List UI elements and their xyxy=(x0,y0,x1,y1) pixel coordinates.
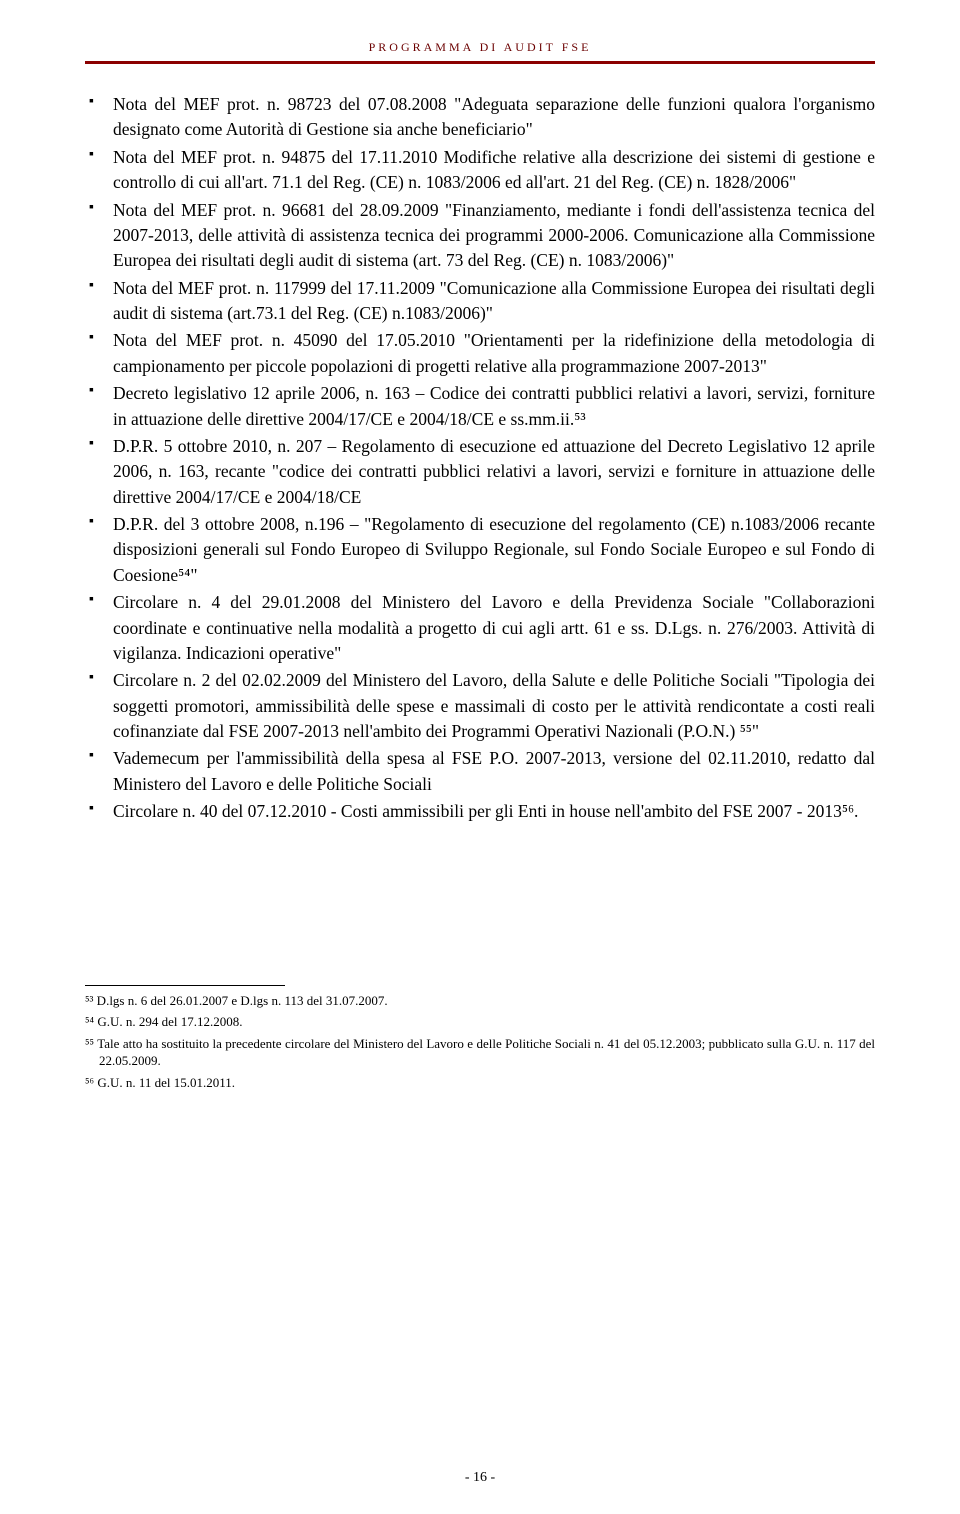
header-rule xyxy=(85,61,875,64)
list-item: Nota del MEF prot. n. 96681 del 28.09.20… xyxy=(85,198,875,274)
list-item: Vademecum per l'ammissibilità della spes… xyxy=(85,746,875,797)
list-item: Circolare n. 4 del 29.01.2008 del Minist… xyxy=(85,590,875,666)
list-item: Nota del MEF prot. n. 45090 del 17.05.20… xyxy=(85,328,875,379)
footnotes: ⁵³ D.lgs n. 6 del 26.01.2007 e D.lgs n. … xyxy=(85,992,875,1092)
footnote-separator xyxy=(85,985,285,986)
page-header: PROGRAMMA DI AUDIT FSE xyxy=(85,40,875,55)
list-item: D.P.R. 5 ottobre 2010, n. 207 – Regolame… xyxy=(85,434,875,510)
list-item: Circolare n. 2 del 02.02.2009 del Minist… xyxy=(85,668,875,744)
footnote: ⁵⁵ Tale atto ha sostituito la precedente… xyxy=(85,1035,875,1070)
footnote: ⁵⁶ G.U. n. 11 del 15.01.2011. xyxy=(85,1074,875,1092)
list-item: Nota del MEF prot. n. 94875 del 17.11.20… xyxy=(85,145,875,196)
list-item: Nota del MEF prot. n. 117999 del 17.11.2… xyxy=(85,276,875,327)
bullet-list: Nota del MEF prot. n. 98723 del 07.08.20… xyxy=(85,92,875,825)
list-item: Nota del MEF prot. n. 98723 del 07.08.20… xyxy=(85,92,875,143)
list-item: D.P.R. del 3 ottobre 2008, n.196 – "Rego… xyxy=(85,512,875,588)
page-number: - 16 - xyxy=(0,1470,960,1486)
footnote: ⁵⁴ G.U. n. 294 del 17.12.2008. xyxy=(85,1013,875,1031)
list-item: Circolare n. 40 del 07.12.2010 - Costi a… xyxy=(85,799,875,824)
list-item: Decreto legislativo 12 aprile 2006, n. 1… xyxy=(85,381,875,432)
footnote: ⁵³ D.lgs n. 6 del 26.01.2007 e D.lgs n. … xyxy=(85,992,875,1010)
